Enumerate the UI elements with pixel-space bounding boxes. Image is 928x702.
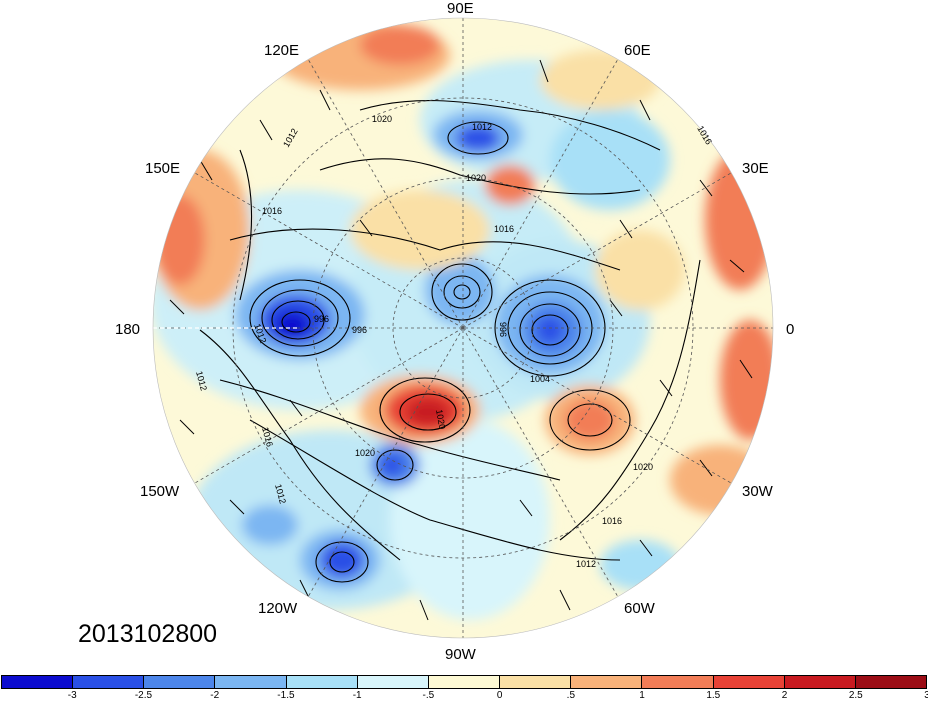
- lon-90w: 90W: [445, 646, 477, 660]
- longitude-labels: 90E 60E 30E 0 30W 60W 90W 120W 150W 180 …: [115, 0, 794, 660]
- lon-60e: 60E: [624, 42, 651, 59]
- colorbar-cell: [428, 676, 501, 688]
- lon-60w: 60W: [624, 600, 656, 617]
- colorbar-tick-label: -2.5: [134, 690, 153, 701]
- colorbar-tick-label: -1: [352, 690, 362, 701]
- isobar-label: 1016: [262, 206, 282, 216]
- colorbar-tick-label: 1.5: [706, 690, 721, 701]
- isobar-label: 1016: [494, 224, 514, 234]
- isobar-label: 1020: [372, 114, 392, 124]
- colorbar-cell: [713, 676, 785, 688]
- lon-120e: 120E: [264, 42, 299, 59]
- isobar-label: 1016: [602, 516, 622, 526]
- colorbar-cell: [73, 676, 145, 688]
- lon-30e: 30E: [742, 160, 769, 177]
- isobar-label: 1012: [472, 122, 492, 132]
- colorbar-cell: [144, 676, 216, 688]
- colorbar-tick-label: 2: [781, 690, 788, 701]
- lon-30w: 30W: [742, 483, 774, 500]
- colorbar: [1, 675, 927, 689]
- colorbar-tick-label: -3: [67, 690, 77, 701]
- lon-0: 0: [786, 321, 794, 338]
- isobar-label: 1020: [466, 173, 486, 183]
- colorbar-tick-label: 1: [639, 690, 645, 701]
- colorbar-tick-label: -.5: [422, 690, 435, 701]
- isobar-label: 1004: [530, 374, 550, 384]
- colorbar-tick-label: .5: [566, 690, 576, 701]
- colorbar-tick-label: 2.5: [848, 690, 863, 701]
- colorbar-cell: [500, 676, 572, 688]
- colorbar-cell: [642, 676, 714, 688]
- isobar-label: 1012: [576, 559, 596, 569]
- map-boundary: [152, 17, 774, 639]
- colorbar-cell: [215, 676, 287, 688]
- isobar-label: 1020: [434, 409, 447, 430]
- colorbar-cell: [357, 676, 429, 688]
- lon-150e: 150E: [145, 160, 180, 177]
- lon-120w: 120W: [258, 600, 298, 617]
- colorbar-tick-label: 0: [496, 690, 503, 701]
- date-label: 2013102800: [78, 620, 218, 648]
- isobar-label: 1020: [355, 448, 375, 458]
- colorbar-cell: [2, 676, 74, 688]
- colorbar-tick-labels: -3 -2.5 -2 -1.5 -1 -.5 0 .5 1 1.5 2 2.5 3: [0, 690, 928, 702]
- colorbar-tick-label: -2: [210, 690, 220, 701]
- isobar-value-labels: 1020 1012 1012 1016 1020 1016 1016 996 1…: [194, 114, 714, 569]
- polar-map: 1020 1012 1012 1016 1020 1016 1016 996 1…: [115, 0, 794, 660]
- colorbar-cell: [286, 676, 358, 688]
- colorbar-tick-label: -1.5: [277, 690, 295, 701]
- colorbar-cell: [855, 676, 927, 688]
- isobar-label: 996: [498, 322, 508, 337]
- anomaly-field: [153, 18, 773, 638]
- colorbar-cell: [571, 676, 643, 688]
- isobar-label: 996: [314, 314, 329, 324]
- isobar-label: 996: [352, 325, 367, 335]
- colorbar-cell: [784, 676, 856, 688]
- isobar-label: 1020: [633, 462, 653, 472]
- lon-150w: 150W: [140, 483, 180, 500]
- wind-barbs: [169, 59, 753, 621]
- lon-180: 180: [115, 321, 140, 338]
- colorbar-tick-label: 3: [924, 690, 928, 701]
- lon-90e: 90E: [447, 0, 474, 17]
